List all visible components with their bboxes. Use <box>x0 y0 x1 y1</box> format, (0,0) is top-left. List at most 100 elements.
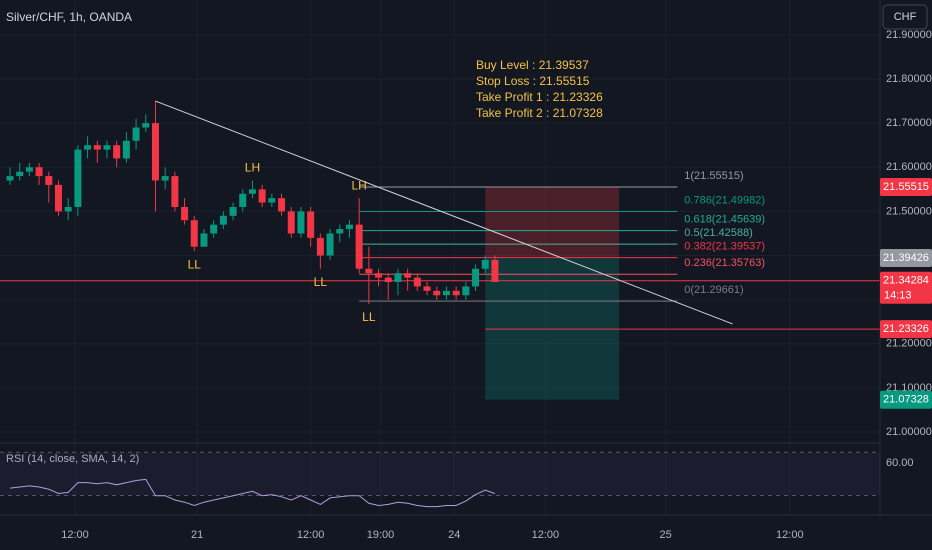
price-label-bg <box>880 249 932 268</box>
candle-body <box>394 273 402 283</box>
candle-body <box>74 149 82 207</box>
fib-label: 0.5(21.42588) <box>684 227 753 239</box>
y-tick-label: 21.50000 <box>886 205 932 217</box>
price-label: 21.23326 <box>883 323 929 335</box>
y-tick-label: 21.70000 <box>886 117 932 129</box>
price-label: 21.34284 <box>883 275 929 287</box>
candle-body <box>229 206 237 216</box>
price-label-bg <box>880 178 932 197</box>
swing-label: LL <box>188 257 202 271</box>
price-label: 21.07328 <box>883 394 929 406</box>
candle-body <box>375 273 383 278</box>
price-label: 21.39426 <box>883 252 929 264</box>
candle-body <box>171 176 179 207</box>
candle-body <box>122 140 130 159</box>
candle-body <box>355 224 363 269</box>
candle-body <box>219 215 227 225</box>
candle-body <box>239 193 247 207</box>
fib-label: 1(21.55515) <box>684 170 743 182</box>
price-label: 21.55515 <box>883 181 929 193</box>
candle-body <box>6 176 14 181</box>
candle-body <box>258 189 266 203</box>
x-tick-label: 19:00 <box>367 529 395 541</box>
x-tick-label: 12:00 <box>297 529 325 541</box>
trendline <box>155 100 733 325</box>
candle-body <box>248 189 256 194</box>
candle-body <box>151 123 159 181</box>
candle-body <box>45 176 53 185</box>
candle-body <box>200 233 208 247</box>
candle-body <box>16 171 24 177</box>
swing-label: LH <box>351 178 366 192</box>
candle-body <box>297 211 305 234</box>
x-tick-label: 12:00 <box>532 529 560 541</box>
candle-body <box>316 237 324 256</box>
countdown-label: 14:13 <box>884 290 912 302</box>
rsi-tick-label: 60.00 <box>886 457 914 469</box>
chart-title: Silver/CHF, 1h, OANDA <box>6 10 132 24</box>
fib-label: 0.618(21.45639) <box>684 214 765 226</box>
y-tick-label: 21.20000 <box>886 338 932 350</box>
x-tick-label: 25 <box>660 529 672 541</box>
price-label-bg <box>880 320 932 339</box>
candle-body <box>365 268 373 274</box>
candle-body <box>161 176 169 181</box>
fib-label: 0.786(21.49982) <box>684 194 765 206</box>
candle-body <box>132 127 140 141</box>
stop-zone <box>485 187 620 258</box>
candle-body <box>491 259 499 283</box>
candle-body <box>103 145 111 150</box>
price-label-bg <box>880 271 932 304</box>
fib-label: 0.236(21.35763) <box>684 257 765 269</box>
candle-body <box>384 277 392 283</box>
candle-body <box>452 290 460 296</box>
x-tick-label: 21 <box>191 529 203 541</box>
rsi-line <box>9 478 496 508</box>
candle-body <box>190 220 198 247</box>
candle-body <box>54 184 62 212</box>
trade-text: Buy Level : 21.39537 <box>476 58 589 72</box>
candle-body <box>413 277 421 287</box>
y-tick-label: 21.60000 <box>886 161 932 173</box>
candle-body <box>210 224 218 234</box>
candle-body <box>268 198 276 203</box>
candle-body <box>404 273 412 278</box>
x-tick-label: 12:00 <box>61 529 89 541</box>
x-tick-label: 12:00 <box>776 529 804 541</box>
candle-body <box>307 211 315 238</box>
main-pane <box>0 100 880 400</box>
candle-body <box>93 145 101 150</box>
candle-body <box>142 123 150 128</box>
swing-label: LL <box>314 275 328 289</box>
rsi-label: RSI (14, close, SMA, 14, 2) <box>6 453 139 465</box>
candle-body <box>481 259 489 269</box>
candle-body <box>113 145 121 159</box>
swing-label: LH <box>245 161 260 175</box>
rsi-band <box>0 452 880 496</box>
candle-body <box>84 145 92 150</box>
candle-body <box>442 290 450 296</box>
candle-body <box>423 286 431 291</box>
candle-body <box>64 206 72 212</box>
y-tick-label: 21.80000 <box>886 73 932 85</box>
candle-body <box>472 268 480 287</box>
currency-button[interactable] <box>882 4 928 30</box>
candle-body <box>462 286 470 296</box>
candle-body <box>345 224 353 230</box>
currency-button-label[interactable]: CHF <box>894 11 917 23</box>
price-label-bg <box>880 390 932 409</box>
candle-body <box>278 198 286 212</box>
candle-body <box>336 229 344 234</box>
candle-body <box>433 290 441 296</box>
candle-body <box>25 167 33 172</box>
x-tick-label: 24 <box>448 529 460 541</box>
candle-body <box>181 206 189 221</box>
y-tick-label: 21.00000 <box>886 426 932 438</box>
trade-text: Stop Loss : 21.55515 <box>476 74 590 88</box>
candle-body <box>35 167 43 177</box>
y-tick-label: 21.90000 <box>886 29 932 41</box>
fib-label: 0.382(21.39537) <box>684 240 765 252</box>
